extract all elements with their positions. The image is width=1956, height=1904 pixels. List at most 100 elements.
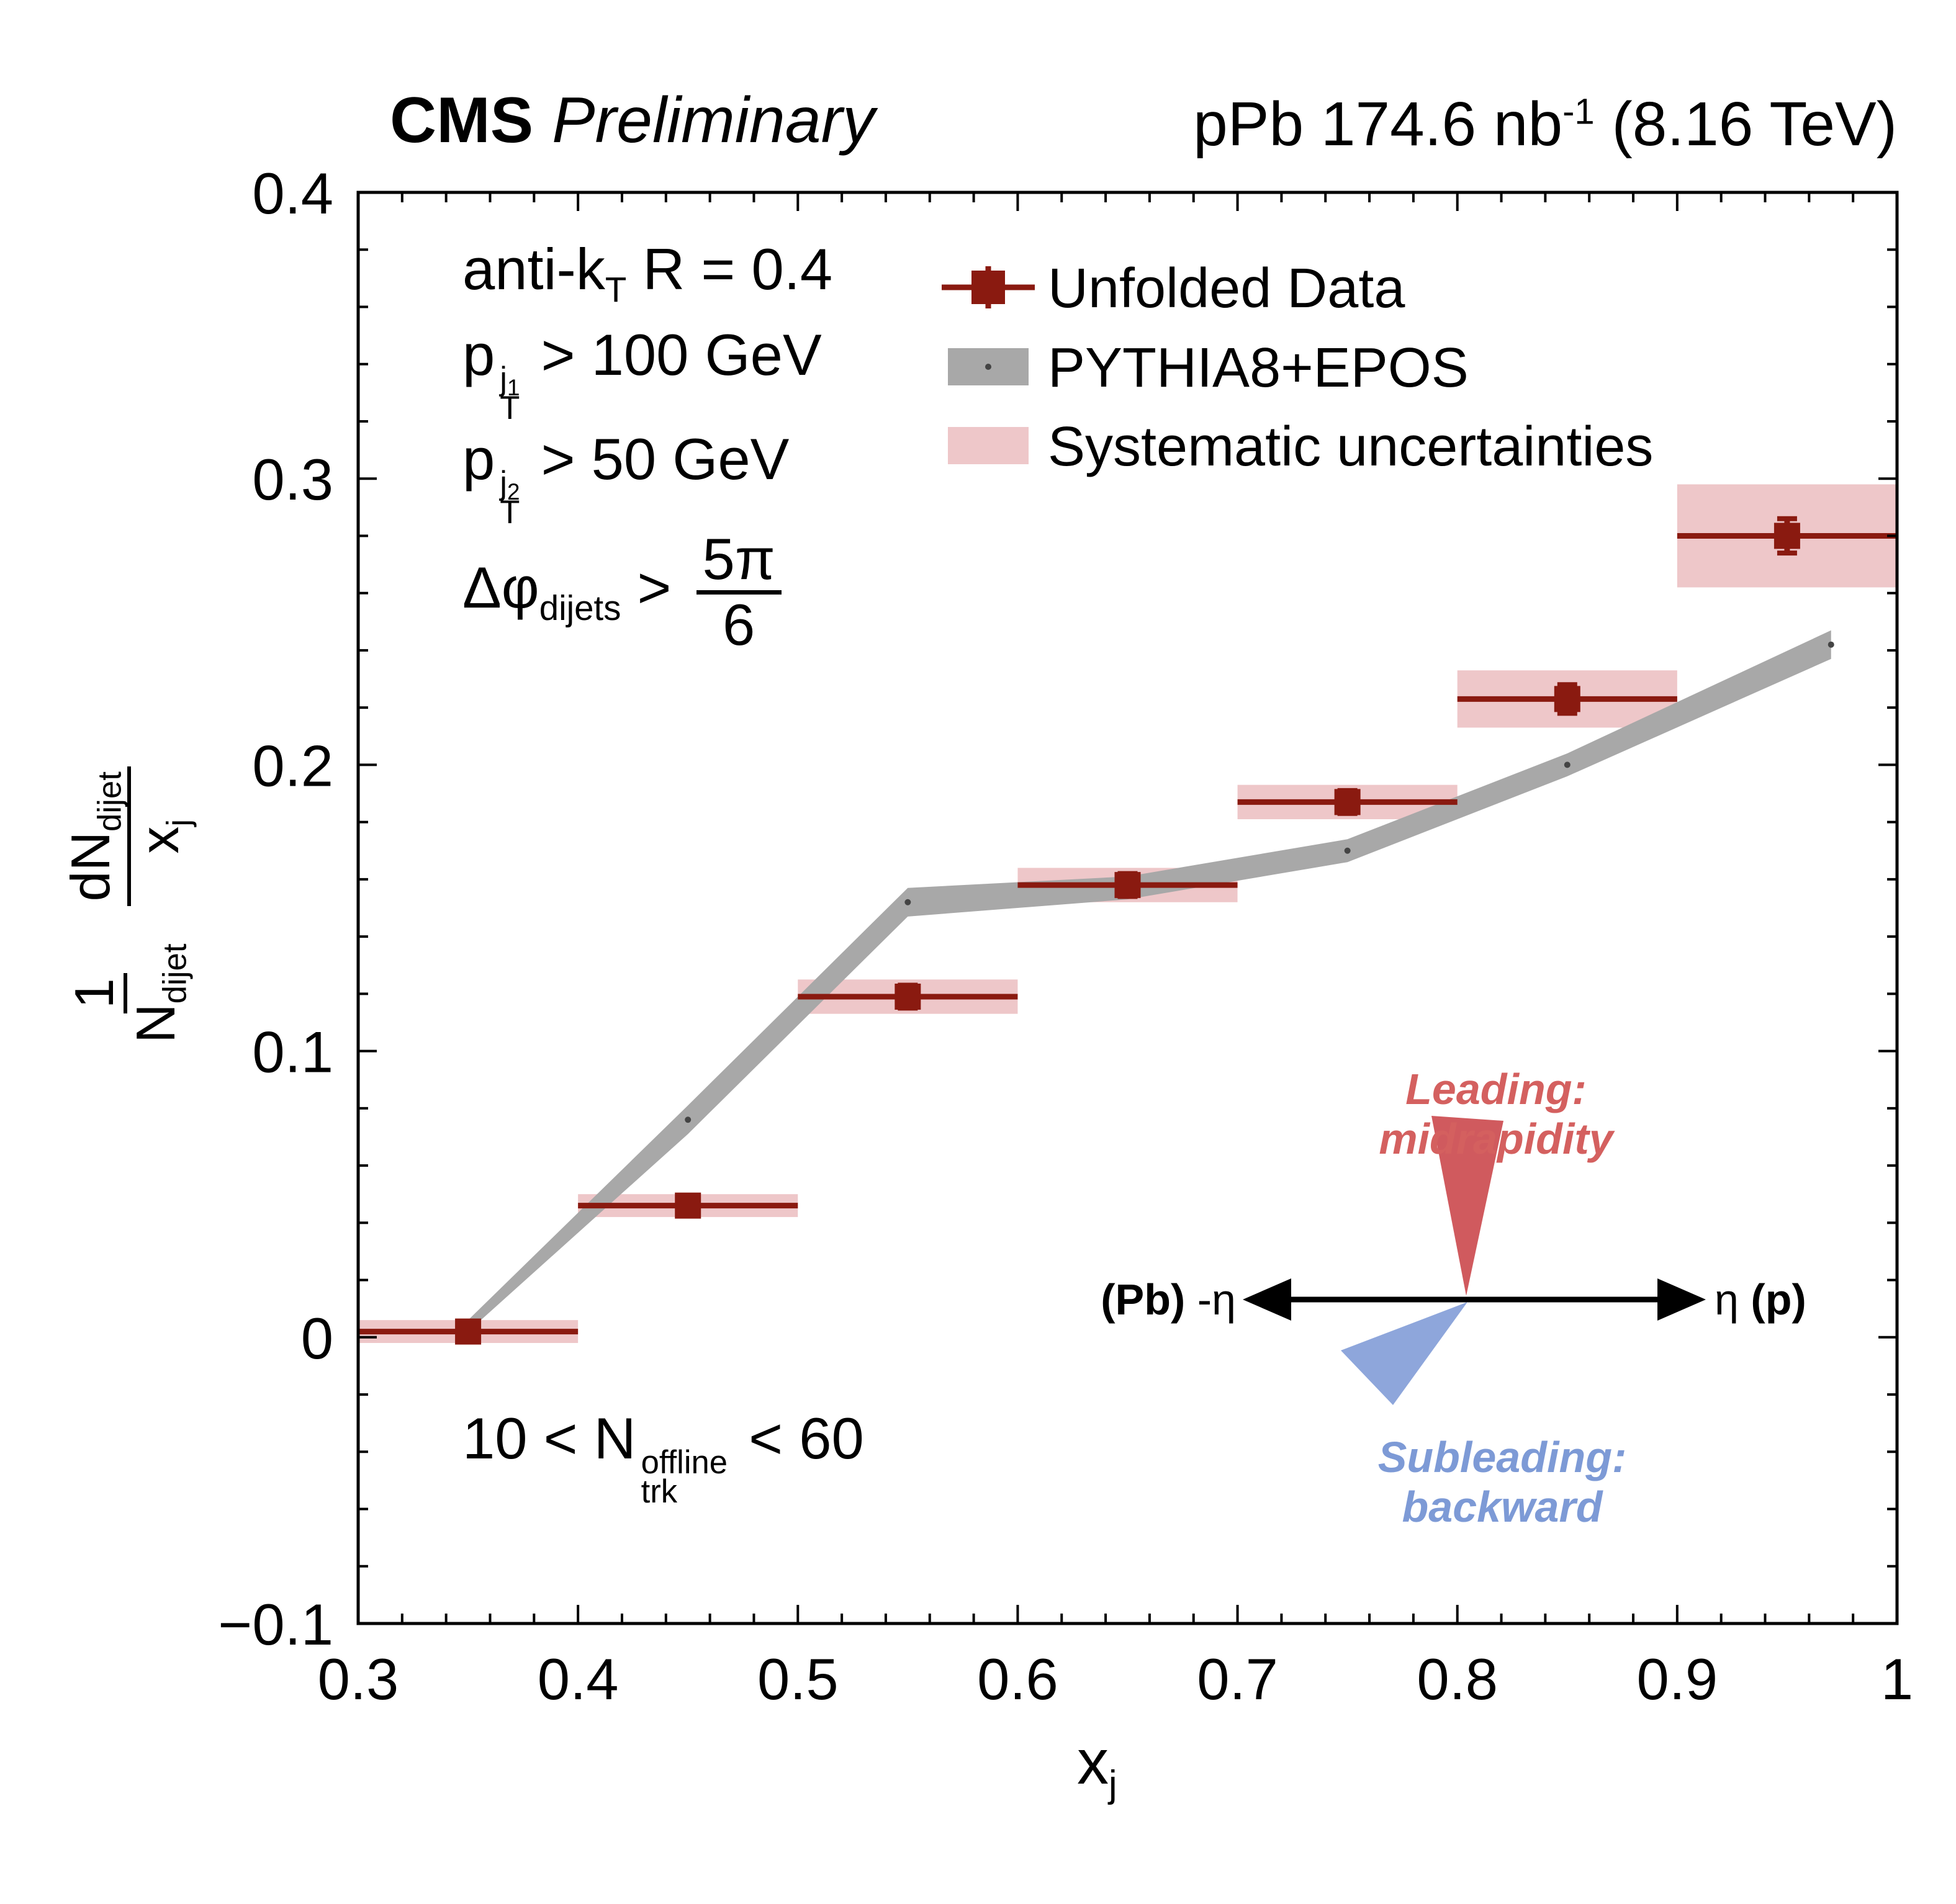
y-frac2-den: xj <box>128 819 197 854</box>
eta-inset <box>1243 1116 1706 1405</box>
data-marker <box>1334 789 1361 815</box>
eta-left-label: (Pb) -η <box>1101 1273 1236 1326</box>
minus-eta-label: -η <box>1185 1275 1236 1324</box>
pythia-point-dot <box>685 1116 692 1123</box>
p-label: (p) <box>1751 1275 1806 1324</box>
x-tick-label: 0.6 <box>977 1646 1058 1712</box>
data-marker <box>455 1318 482 1345</box>
y-tick-label: 0.3 <box>252 447 333 512</box>
x-axis-label: xj <box>1077 1730 1117 1803</box>
pt2-base: p <box>462 426 495 492</box>
pythia-band <box>465 630 1834 1332</box>
legend-band-dot <box>985 364 991 370</box>
axis-ticks <box>357 191 1898 1625</box>
pythia-point-dot <box>1564 761 1571 768</box>
dphi-sub: dijets <box>539 588 621 627</box>
leading-jet-cone <box>1431 1116 1503 1296</box>
pt2-sup-index: 2 <box>507 478 520 505</box>
right-arrowhead-icon <box>1657 1278 1706 1321</box>
y-frac2-num-base: dN <box>59 831 121 902</box>
pythia-band-shape <box>468 630 1831 1332</box>
y-frac1-den-sub: dijet <box>156 943 194 1004</box>
pt1-threshold: > 100 GeV <box>525 322 822 387</box>
ntrk-supsub: offline trk <box>641 1444 728 1508</box>
pt1-sup-index: 1 <box>507 374 520 400</box>
subleading-jet-label: Subleading: backward <box>1377 1433 1627 1531</box>
experiment-label: CMS <box>390 84 534 156</box>
y-label-frac1: 1 Ndijet <box>63 943 194 1043</box>
legend-sys-swatch <box>948 427 1029 464</box>
dphi-base: Δφ <box>462 555 539 621</box>
legend: Unfolded Data PYTHIA8+EPOS Systematic unce… <box>942 258 1653 478</box>
eta-label: η <box>1715 1275 1751 1324</box>
legend-label: Systematic uncertainties <box>1048 416 1653 478</box>
pt2-sub: T <box>500 494 520 531</box>
plot-border <box>356 191 1899 1625</box>
y-frac2-num: dNdijet <box>59 766 131 907</box>
ntrk-pre: 10 < N <box>462 1406 636 1471</box>
x-tick-label: 0.5 <box>757 1646 839 1712</box>
x-tick-label: 0.3 <box>318 1646 399 1712</box>
y-axis-label: 1 Ndijet dNdijet xj <box>48 626 210 1184</box>
leading-jet-label: Leading: midrapidity <box>1379 1065 1613 1163</box>
lumi-text: pPb 174.6 nb <box>1193 89 1563 159</box>
data-marker <box>675 1192 701 1219</box>
y-frac2-den-sub: j <box>160 819 197 827</box>
dphi-numerator: 5π <box>696 528 782 595</box>
data-marker <box>895 983 921 1010</box>
x-tick-label: 0.8 <box>1417 1646 1498 1712</box>
antikt-radius: R = 0.4 <box>626 236 833 302</box>
y-frac2-num-sub: dijet <box>91 771 128 832</box>
left-arrowhead-icon <box>1243 1278 1291 1321</box>
condition-dphi: Δφdijets > 5π 6 <box>462 528 782 657</box>
y-tick-label: 0.2 <box>252 733 333 798</box>
pb-label: (Pb) <box>1101 1275 1186 1324</box>
x-label-base: x <box>1077 1727 1109 1797</box>
antikt-text: anti-k <box>462 236 605 302</box>
tick-labels: 0.3 0.4 0.5 0.6 0.7 0.8 0.9 1 −0.1 0 0.1 0.2 0.3 0.4 <box>218 161 1913 1712</box>
plot-frame <box>356 191 1899 1625</box>
dphi-denominator: 6 <box>722 591 755 657</box>
dphi-fraction: 5π 6 <box>696 528 782 657</box>
pythia-point-dot <box>1828 641 1834 648</box>
lumi-exponent: -1 <box>1562 91 1595 132</box>
header-left: CMS Preliminary <box>390 88 875 153</box>
data-points <box>358 516 1897 1345</box>
y-frac1-den-base: N <box>124 1004 186 1043</box>
ntrk-sup: offline <box>641 1444 728 1481</box>
pt1-sub: T <box>500 390 520 427</box>
x-tick-label: 0.7 <box>1197 1646 1278 1712</box>
pt2-sup-j: j <box>500 464 507 501</box>
x-tick-label: 0.9 <box>1637 1646 1718 1712</box>
pythia-point-dot <box>1344 847 1351 854</box>
antikt-sub: T <box>605 269 627 309</box>
lumi-energy: (8.16 TeV) <box>1594 89 1897 159</box>
dphi-gt: > <box>621 555 688 621</box>
pythia-point-dot <box>904 899 911 905</box>
ntrk-post: < 60 <box>732 1406 864 1471</box>
legend-marker-square <box>971 271 1005 304</box>
pt2-threshold: > 50 GeV <box>525 426 790 492</box>
status-label: Preliminary <box>552 84 875 156</box>
y-frac1-den: Ndijet <box>124 943 194 1043</box>
header-lumi: pPb 174.6 nb-1 (8.16 TeV) <box>1193 93 1897 155</box>
data-marker <box>1773 523 1800 549</box>
subleading-jet-cone <box>1341 1302 1467 1405</box>
x-tick-label: 0.4 <box>538 1646 619 1712</box>
y-tick-label: 0.1 <box>252 1020 333 1085</box>
y-tick-label: −0.1 <box>218 1592 333 1657</box>
y-tick-label: 0 <box>301 1306 333 1371</box>
y-tick-label: 0.4 <box>252 161 333 226</box>
x-tick-label: 1 <box>1881 1646 1913 1712</box>
legend-label: PYTHIA8+EPOS <box>1048 337 1469 399</box>
condition-antikt: anti-kT R = 0.4 <box>462 237 832 309</box>
data-marker <box>1554 686 1580 712</box>
y-frac2-den-base: x <box>128 826 190 854</box>
